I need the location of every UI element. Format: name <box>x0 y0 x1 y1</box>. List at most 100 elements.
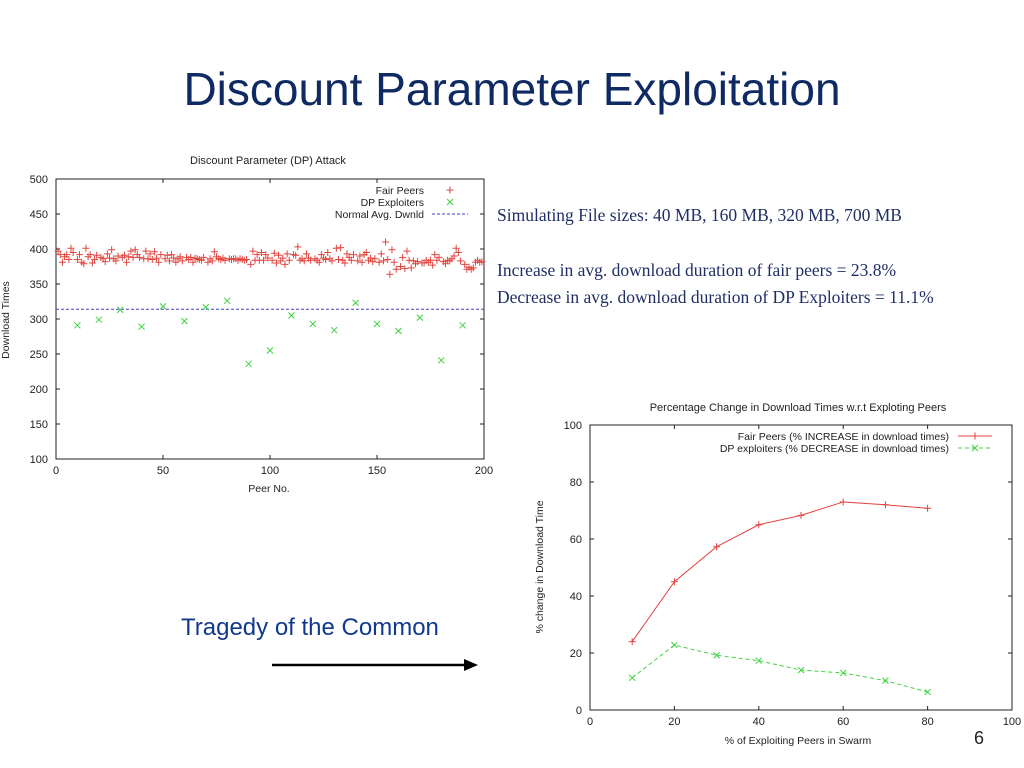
chart1-fair-point <box>379 257 387 265</box>
chart2-y-tick-label: 40 <box>570 591 582 603</box>
chart2-y-tick-label: 100 <box>564 420 582 432</box>
chart2-fair-point <box>881 501 889 509</box>
chart1-fair-point <box>249 247 257 255</box>
chart1-fair-point <box>441 260 449 268</box>
chart2-fair-point <box>797 511 805 519</box>
chart1-fair-point <box>93 251 101 259</box>
chart2-title: Percentage Change in Download Times w.r.… <box>650 402 947 414</box>
chart1-fair-point <box>170 254 178 262</box>
chart1-x-tick-label: 50 <box>157 465 169 477</box>
chart1-fair-point <box>163 251 171 259</box>
chart2-x-tick-label: 20 <box>668 716 680 728</box>
chart1-fair-point <box>358 258 366 266</box>
chart2-legend-fair-label: Fair Peers (% INCREASE in download times… <box>738 431 949 443</box>
chart1-fair-point <box>283 250 291 258</box>
chart2-exploiter-line <box>631 644 928 693</box>
chart1-fair-point <box>456 257 464 265</box>
chart1-y-tick-label: 350 <box>30 279 48 291</box>
chart1-fair-point <box>382 238 390 246</box>
chart1-fair-point <box>264 254 272 262</box>
chart1-exploiter-point <box>74 321 81 329</box>
chart1-fair-point <box>208 257 216 265</box>
chart1-exploiter-point <box>416 314 424 321</box>
chart1-fair-point <box>375 258 383 266</box>
chart1-y-tick-label: 150 <box>30 419 48 431</box>
chart1-fair-point <box>461 260 469 268</box>
chart2-exploiter-point <box>797 666 805 674</box>
chart2-legend-exploiter-label: DP exploiters (% DECREASE in download ti… <box>720 443 949 455</box>
chart1-fair-point <box>129 253 137 261</box>
page-number: 6 <box>974 728 985 748</box>
chart1-fair-point <box>200 253 208 261</box>
chart1-fair-point <box>427 256 434 264</box>
chart1-fair-point <box>221 256 229 264</box>
chart1-exploiter-point <box>373 320 381 328</box>
chart1-fair-point <box>300 257 308 265</box>
chart1-fair-point <box>388 246 396 254</box>
chart1-x-tick-label: 100 <box>261 465 279 477</box>
chart1-exploiter-point <box>116 306 124 314</box>
chart1-fair-point <box>135 253 143 261</box>
chart1-x-tick-label: 0 <box>53 465 59 477</box>
chart2-fair-point <box>839 498 847 506</box>
chart1-fair-point <box>386 270 394 278</box>
chart1-fair-point <box>91 256 99 263</box>
chart1-fair-point <box>347 256 355 264</box>
chart2-x-tick-label: 40 <box>753 716 765 728</box>
chart1-fair-point <box>431 251 439 259</box>
chart1-fair-point <box>144 255 152 263</box>
chart1-fair-point <box>123 258 131 266</box>
chart1-fair-point <box>155 258 163 266</box>
chart1-exploiter-point <box>288 312 295 319</box>
chart1-fair-point <box>65 256 73 263</box>
chart1-y-tick-label: 250 <box>30 349 48 361</box>
chart1-exploiter-point <box>395 327 402 335</box>
chart1-fair-point <box>187 253 195 261</box>
chart1-fair-point <box>108 246 116 254</box>
chart1-fair-point <box>257 249 265 256</box>
chart2-y-tick-label: 80 <box>570 477 582 489</box>
chart1-fair-point <box>405 256 413 264</box>
chart1-legend-fair-label: Fair Peers <box>376 185 424 197</box>
chart1-fair-point <box>349 251 357 259</box>
chart1-exploiter-point <box>95 316 103 324</box>
chart2-exploiter-point <box>628 674 636 682</box>
chart1-fair-point <box>292 251 300 259</box>
tragedy-label: Tragedy of the Common <box>181 614 439 641</box>
slide-title: Discount Parameter Exploitation <box>183 63 841 115</box>
chart1-fair-point <box>469 264 477 272</box>
chart1-fair-point <box>114 252 122 260</box>
chart1-xlabel: Peer No. <box>248 483 289 495</box>
chart1-fair-point <box>106 254 113 262</box>
dp-attack-chart: Discount Parameter (DP) Attack Download … <box>0 155 493 495</box>
chart1-fair-point <box>435 253 443 261</box>
chart1-fair-point <box>371 255 379 263</box>
note-fair-peers-increase: Increase in avg. download duration of fa… <box>497 260 897 280</box>
chart1-fair-point <box>392 265 400 273</box>
chart1-fair-point <box>67 244 75 252</box>
chart2-plot-frame <box>589 424 1013 711</box>
chart1-fair-point <box>450 252 458 260</box>
chart2-legend: Fair Peers (% INCREASE in download times… <box>720 431 992 455</box>
chart1-fair-point <box>56 251 64 259</box>
chart1-fair-point <box>103 250 111 258</box>
chart1-fair-point <box>150 248 158 256</box>
chart1-exploiter-point <box>437 356 445 364</box>
chart1-fair-point <box>247 260 255 268</box>
chart1-fair-point <box>189 258 197 266</box>
chart2-fair-line <box>631 501 928 642</box>
chart1-fair-point <box>272 259 280 267</box>
chart2-y-tick-label: 0 <box>576 705 582 717</box>
chart1-legend-fair-marker <box>446 186 454 194</box>
chart1-fair-point <box>69 249 77 256</box>
chart1-fair-point <box>337 244 345 252</box>
chart1-exploiter-point <box>202 303 210 311</box>
chart1-y-tick-label: 450 <box>30 209 48 221</box>
chart1-fair-point <box>112 257 120 265</box>
chart1-y-tick-label: 400 <box>30 244 48 256</box>
chart2-exploiter-point <box>882 677 889 684</box>
chart1-exploiter-point <box>330 326 338 334</box>
chart1-y-tick-label: 100 <box>30 454 48 466</box>
percentage-change-chart: Percentage Change in Download Times w.r.… <box>534 402 1021 747</box>
note-exploiters-decrease: Decrease in avg. download duration of DP… <box>497 287 934 307</box>
